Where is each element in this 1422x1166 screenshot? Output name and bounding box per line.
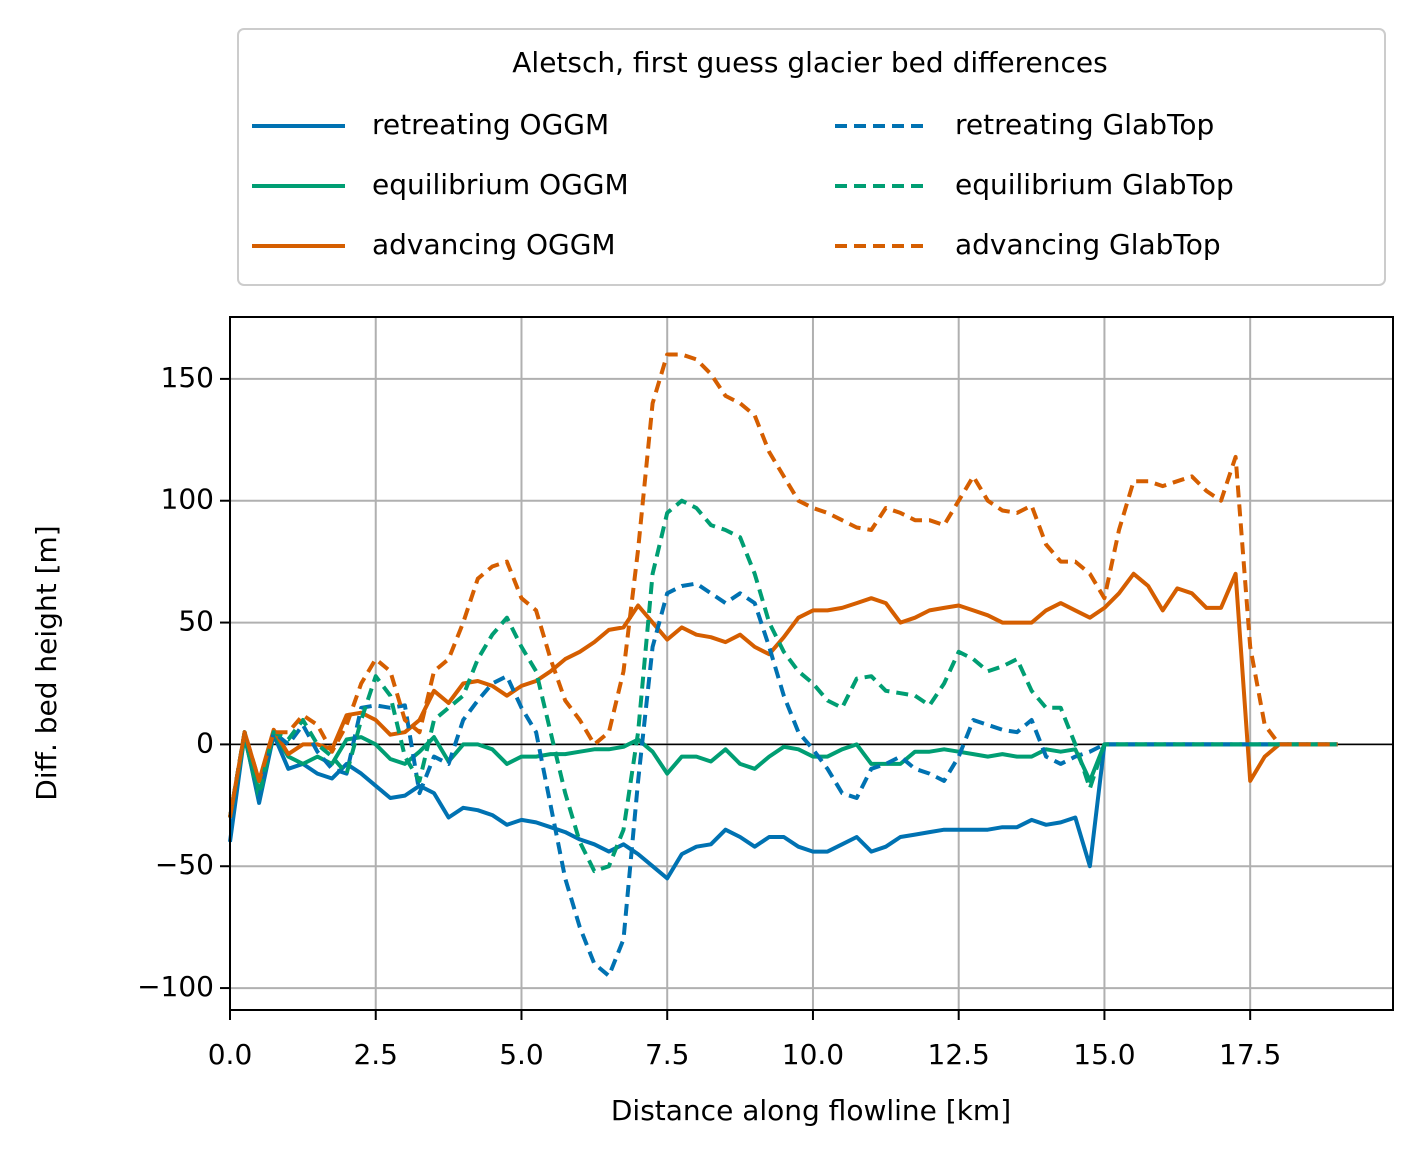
legend-label: equilibrium OGGM <box>372 168 629 201</box>
y-tick-label: 50 <box>178 605 214 638</box>
line-series <box>228 352 1338 818</box>
legend-box <box>237 28 1386 286</box>
x-tick-label: 0.0 <box>208 1038 253 1071</box>
y-axis-label: Diff. bed height [m] <box>30 525 63 800</box>
x-tick-label: 17.5 <box>1219 1038 1281 1071</box>
y-tick-label: 100 <box>161 483 214 516</box>
line-series <box>228 732 1338 881</box>
line-series <box>228 581 1338 978</box>
x-tick-label: 15.0 <box>1073 1038 1135 1071</box>
y-tick-label: −100 <box>137 970 214 1003</box>
legend-label: equilibrium GlabTop <box>955 168 1234 201</box>
legend-title: Aletsch, first guess glacier bed differe… <box>512 46 1107 79</box>
line-series <box>228 498 1338 874</box>
x-tick-label: 5.0 <box>499 1038 544 1071</box>
y-tick-label: 0 <box>196 726 214 759</box>
legend-label: advancing GlabTop <box>955 228 1221 261</box>
x-tick-label: 2.5 <box>353 1038 398 1071</box>
y-tick-label: 150 <box>161 361 214 394</box>
x-tick-label: 12.5 <box>928 1038 990 1071</box>
x-tick-label: 7.5 <box>645 1038 690 1071</box>
legend-label: retreating OGGM <box>372 108 609 141</box>
plot-frame <box>229 316 1394 1011</box>
x-axis-label: Distance along flowline [km] <box>611 1094 1011 1127</box>
line-series <box>228 571 1338 818</box>
legend-label: advancing OGGM <box>372 228 616 261</box>
legend-label: retreating GlabTop <box>955 108 1214 141</box>
y-tick-label: −50 <box>155 848 214 881</box>
x-tick-label: 10.0 <box>782 1038 844 1071</box>
